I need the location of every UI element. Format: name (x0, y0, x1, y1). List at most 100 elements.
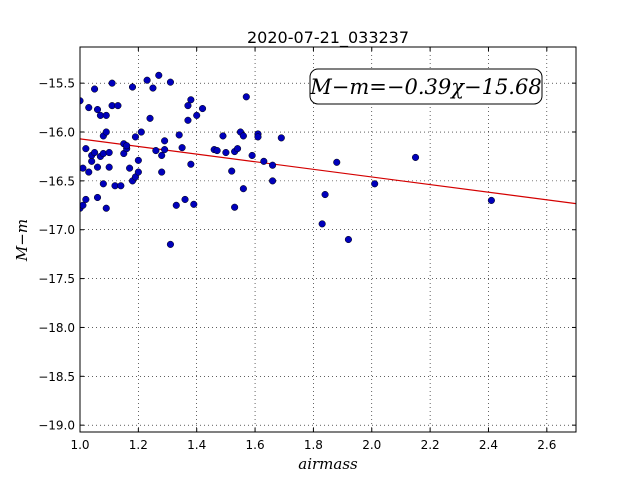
x-tick-label: 1.6 (246, 438, 265, 452)
data-point (149, 84, 157, 92)
data-point (269, 161, 277, 169)
data-point (85, 168, 93, 176)
data-point (99, 149, 107, 158)
data-point (411, 153, 420, 161)
x-tick-label: 1.2 (129, 438, 148, 452)
chart-title: 2020-07-21_033237 (247, 28, 409, 48)
data-point (126, 164, 134, 172)
data-point (93, 105, 102, 114)
data-point (333, 158, 341, 166)
annotation-box (309, 68, 543, 105)
y-tick-label: −18.5 (38, 370, 75, 384)
x-axis-label: airmass (298, 455, 358, 473)
data-point (158, 151, 166, 160)
grid-lines (79, 47, 576, 432)
data-point (318, 220, 326, 228)
data-point (80, 201, 87, 209)
y-tick-label: −16.5 (38, 174, 75, 188)
data-point (187, 96, 195, 104)
data-point (487, 196, 495, 204)
data-point (102, 204, 110, 212)
data-point (91, 148, 99, 157)
fit-equation: M−m=−0.39χ−15.68 (309, 75, 541, 99)
data-point (146, 114, 154, 122)
plot-area (80, 47, 576, 432)
data-point (85, 104, 93, 112)
data-point (82, 145, 90, 153)
data-point (184, 116, 192, 124)
x-tick-label: 2.4 (479, 438, 498, 452)
data-point (181, 195, 189, 203)
y-tick-label: −19.0 (38, 419, 75, 433)
x-tick-label: 1.4 (187, 438, 206, 452)
data-point (184, 102, 192, 110)
data-point (93, 163, 102, 171)
data-point (155, 71, 163, 79)
data-point (219, 132, 227, 140)
data-point (105, 163, 113, 171)
data-point (134, 156, 142, 164)
data-point (105, 148, 113, 157)
data-point (213, 147, 221, 155)
y-tick-labels: −15.5 −16.0 −16.5 −17.0 −17.5 −18.0 −18.5 −19.0 (38, 77, 75, 433)
x-tick-labels: 1.0 1.2 1.4 1.6 1.8 2.0 2.2 2.4 2.6 (70, 438, 556, 452)
data-point (178, 144, 186, 152)
data-point (193, 111, 201, 119)
data-point (80, 97, 84, 105)
data-point (99, 180, 107, 188)
data-point (260, 157, 268, 165)
data-point (123, 142, 131, 150)
data-point (152, 147, 160, 155)
data-point (231, 203, 239, 211)
data-point (166, 78, 174, 86)
data-point (161, 146, 169, 154)
data-point (117, 182, 125, 190)
data-point (137, 128, 145, 136)
data-point (321, 191, 329, 199)
data-point (108, 79, 116, 87)
data-point (187, 160, 195, 168)
data-point (80, 164, 87, 172)
data-point (269, 177, 277, 185)
data-point (82, 195, 90, 203)
data-point (234, 145, 242, 153)
data-point (102, 128, 110, 136)
data-point (371, 180, 379, 188)
data-point (190, 200, 198, 208)
data-point (175, 131, 183, 139)
data-points (80, 71, 495, 248)
x-tick-label: 1.8 (304, 438, 323, 452)
x-tick-label: 2.6 (537, 438, 556, 452)
data-point (198, 105, 207, 113)
data-point (172, 201, 180, 209)
data-point (93, 193, 102, 202)
y-tick-label: −17.5 (38, 272, 75, 286)
data-point (239, 185, 247, 193)
y-tick-label: −17.0 (38, 223, 75, 237)
data-point (239, 132, 247, 140)
plot-frame (79, 46, 577, 433)
y-tick-label: −16.0 (38, 126, 75, 140)
y-axis-label: M−m (13, 219, 31, 262)
data-point (158, 168, 166, 176)
data-point (114, 102, 122, 110)
data-point (102, 111, 110, 119)
data-point (248, 151, 256, 160)
data-point (161, 137, 169, 145)
data-point (166, 240, 174, 248)
x-tick-label: 1.0 (70, 438, 89, 452)
data-point (91, 85, 99, 93)
data-point (134, 168, 142, 176)
data-point (228, 167, 236, 175)
data-point (131, 133, 139, 141)
data-point (277, 134, 285, 142)
axis-ticks (79, 47, 576, 432)
x-tick-label: 2.2 (421, 438, 440, 452)
data-point (128, 83, 137, 91)
data-point (344, 235, 352, 244)
data-point (88, 157, 96, 165)
data-point (242, 93, 250, 101)
data-point (143, 76, 151, 84)
y-tick-label: −15.5 (38, 77, 75, 91)
